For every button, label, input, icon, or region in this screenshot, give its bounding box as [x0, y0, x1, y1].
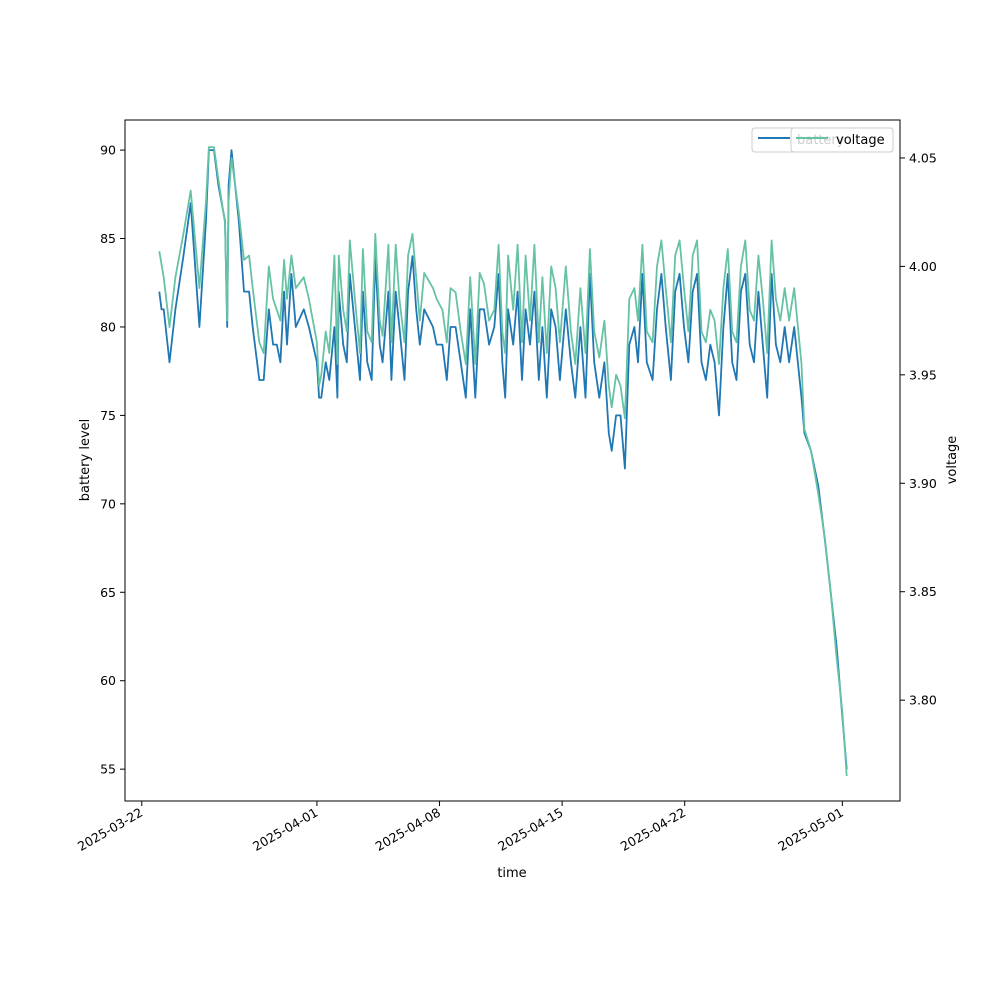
- y-tick-label: 85: [100, 231, 116, 246]
- voltage-line: [158, 146, 848, 777]
- y-axis-left: 55 60 65 70 75 80 85 90: [100, 143, 125, 777]
- legend-voltage-box: [790, 127, 894, 153]
- y-tick-label: 55: [100, 762, 116, 777]
- plot-frame: [124, 119, 901, 802]
- y2-tick-label: 3.90: [909, 476, 937, 491]
- y-axis-label: battery level: [78, 419, 93, 502]
- y2-tick-label: 4.05: [909, 150, 937, 165]
- x-axis-label: time: [497, 866, 526, 881]
- y-tick-label: 75: [100, 408, 116, 423]
- y-tick-label: 90: [100, 143, 116, 158]
- y-tick-label: 65: [100, 585, 116, 600]
- y2-tick-label: 3.85: [909, 584, 937, 599]
- plot-area: [125, 120, 900, 801]
- y2-tick-label: 3.80: [909, 693, 937, 708]
- legend: battery voltage: [751, 127, 894, 153]
- legend-voltage-label: voltage: [836, 133, 885, 148]
- series-layer: [158, 146, 848, 777]
- y-axis-right: 3.80 3.85 3.90 3.95 4.00 4.05: [900, 150, 937, 708]
- y-tick-label: 80: [100, 319, 116, 334]
- y-tick-label: 60: [100, 673, 116, 688]
- battery-line: [158, 149, 848, 770]
- y-tick-label: 70: [100, 496, 116, 511]
- y2-tick-label: 3.95: [909, 367, 937, 382]
- y2-axis-label: voltage: [945, 436, 960, 485]
- y2-tick-label: 4.00: [909, 259, 937, 274]
